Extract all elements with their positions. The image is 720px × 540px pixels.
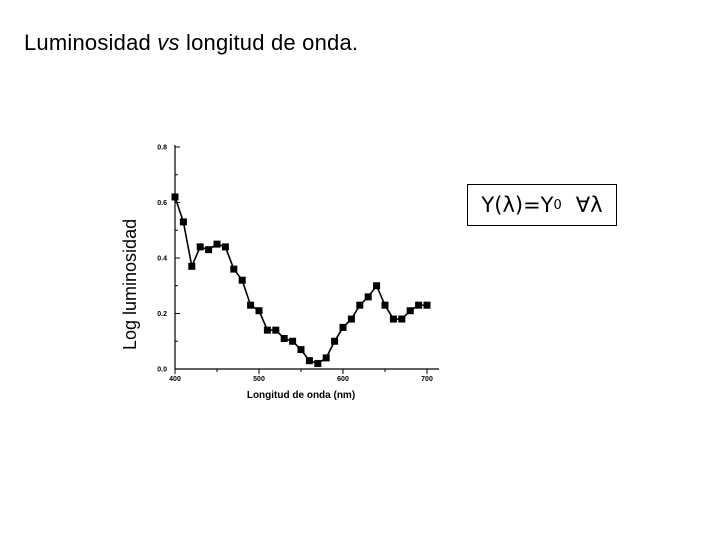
chart-axes	[174, 145, 439, 370]
y-tick-label: 0.6	[157, 200, 167, 207]
data-point-marker	[188, 262, 196, 270]
data-point-marker	[213, 240, 221, 248]
chart-ticks: 0.0 0.2 0.4 0.6 0.8 400 500 600 700	[157, 145, 433, 384]
data-point-marker	[331, 337, 339, 345]
data-point-marker	[364, 293, 372, 301]
data-point-marker	[415, 301, 423, 309]
data-point-marker	[230, 265, 238, 273]
y-tick-label: 0.2	[157, 311, 167, 318]
x-tick-label: 700	[421, 376, 433, 383]
data-point-marker	[179, 218, 187, 226]
data-point-marker	[171, 193, 179, 201]
formula-subscript: 0	[553, 197, 562, 213]
series-line	[174, 196, 427, 365]
data-point-marker	[423, 301, 431, 309]
data-point-marker	[347, 315, 355, 323]
x-tick-label: 600	[337, 376, 349, 383]
y-tick-label: 0.0	[157, 367, 167, 374]
data-point-marker	[263, 326, 271, 334]
data-point-marker	[205, 246, 213, 254]
data-point-marker	[339, 323, 347, 331]
x-tick-label: 500	[253, 376, 265, 383]
data-point-marker	[196, 243, 204, 251]
series-markers	[171, 193, 431, 367]
data-point-marker	[255, 307, 263, 315]
title-text-start: Luminosidad	[24, 30, 158, 55]
data-point-marker	[289, 337, 297, 345]
data-point-marker	[314, 359, 322, 367]
data-point-marker	[373, 282, 381, 290]
data-point-marker	[238, 276, 246, 284]
data-point-marker	[406, 307, 414, 315]
data-point-marker	[398, 315, 406, 323]
slide-title: Luminosidad vs longitud de onda.	[24, 30, 358, 56]
data-point-marker	[221, 243, 229, 251]
data-point-marker	[381, 301, 389, 309]
x-tick-label: 400	[169, 376, 181, 383]
y-tick-label: 0.4	[157, 256, 167, 263]
title-text-end: longitud de onda.	[179, 30, 359, 55]
formula-forall: ∀λ	[575, 193, 603, 217]
title-text-vs: vs	[157, 30, 180, 55]
data-point-marker	[280, 334, 288, 342]
x-axis-label: Longitud de onda (nm)	[247, 390, 355, 401]
data-point-marker	[356, 301, 364, 309]
data-point-marker	[322, 354, 330, 362]
formula-box: Y(λ)=Y 0 ∀λ	[467, 184, 617, 226]
data-point-marker	[305, 357, 313, 365]
data-point-marker	[247, 301, 255, 309]
y-tick-label: 0.8	[157, 145, 167, 152]
data-point-marker	[297, 346, 305, 354]
formula-left: Y(λ)=Y	[481, 193, 554, 217]
data-point-marker	[272, 326, 280, 334]
data-point-marker	[389, 315, 397, 323]
